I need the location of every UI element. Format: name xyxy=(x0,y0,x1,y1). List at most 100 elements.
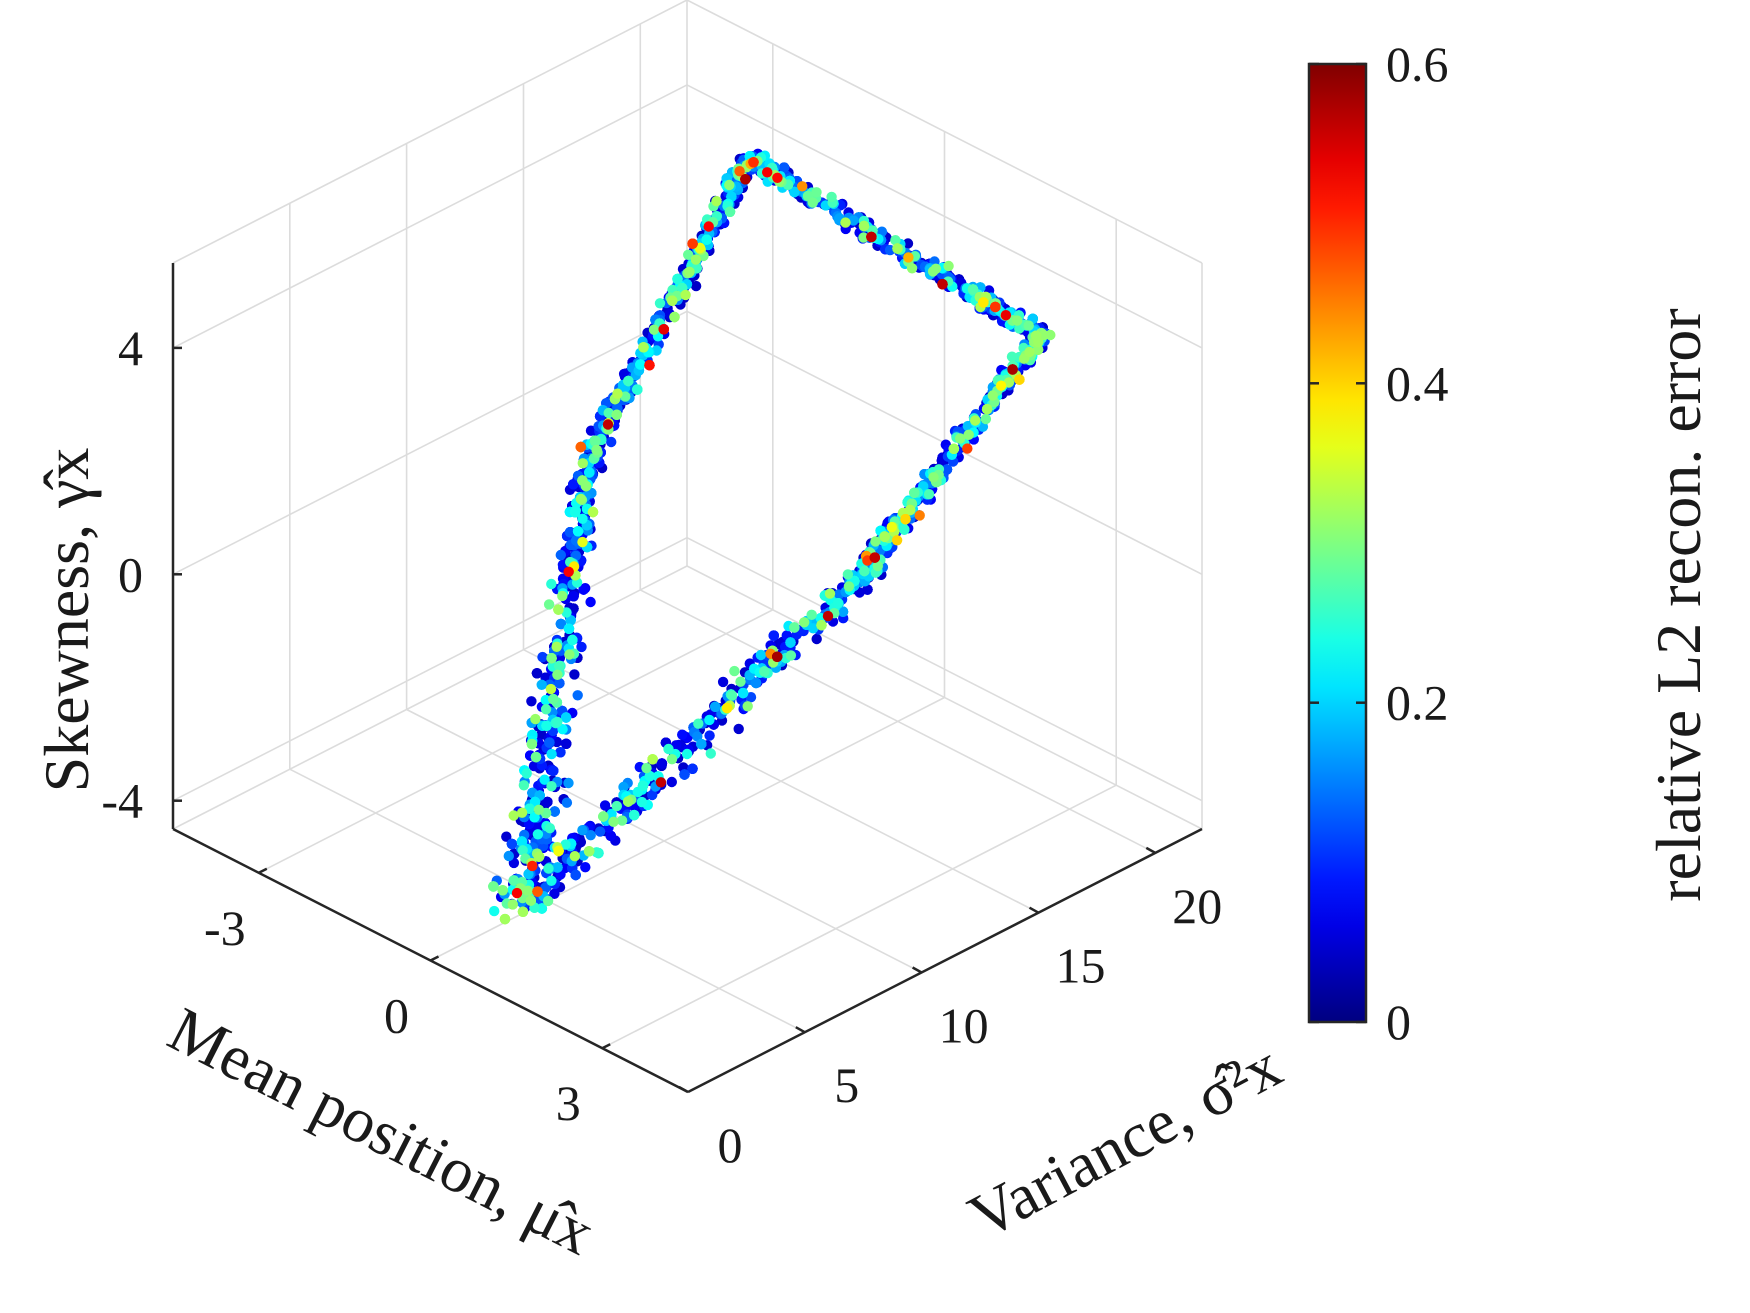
scatter-point xyxy=(536,679,547,690)
scatter-point xyxy=(768,630,779,641)
scatter-point xyxy=(742,701,753,712)
scatter-point xyxy=(546,781,557,792)
scatter-point xyxy=(1006,351,1018,362)
scatter-point xyxy=(508,810,519,821)
scatter-point xyxy=(507,899,518,910)
scatter-point xyxy=(684,266,695,278)
scatter-point xyxy=(740,174,751,185)
scatter-point xyxy=(735,676,746,687)
scatter-point xyxy=(546,578,557,590)
scatter-point xyxy=(521,768,532,779)
scatter-point xyxy=(537,651,548,663)
scatter-point xyxy=(638,342,649,353)
scatter-point xyxy=(557,590,568,602)
scatter-point xyxy=(672,273,683,285)
scatter-point xyxy=(647,789,658,801)
grid-line xyxy=(430,696,945,962)
scatter-point xyxy=(679,769,690,780)
scatter-point xyxy=(872,560,883,572)
scatter-point xyxy=(551,641,562,652)
axis-layer xyxy=(171,263,1203,1094)
scatter-point xyxy=(523,868,534,880)
scatter-point xyxy=(862,584,873,595)
scatter-point xyxy=(585,596,596,608)
scatter-point xyxy=(544,823,556,834)
scatter-point xyxy=(690,280,702,292)
scatter-point xyxy=(530,713,541,725)
scatter-point xyxy=(552,862,563,873)
scatter-point xyxy=(575,493,587,505)
scatter-point xyxy=(636,796,648,808)
z-axis-label: Skewness, γ̂x xyxy=(31,448,102,793)
scatter-point xyxy=(578,584,589,595)
scatter-point xyxy=(553,604,564,615)
y-tick-label: 0 xyxy=(718,1117,743,1173)
scatter-point xyxy=(906,263,918,274)
scatter-point xyxy=(511,887,523,899)
x-tick-label: 0 xyxy=(384,988,409,1044)
scatter-point xyxy=(598,811,609,822)
scatter-point xyxy=(569,851,580,862)
scatter-point xyxy=(666,776,677,788)
scatter-point xyxy=(618,781,629,793)
scatter-point xyxy=(561,797,573,808)
scatter-point xyxy=(549,806,560,817)
scatter-point xyxy=(552,716,563,728)
scatter-point xyxy=(563,623,575,634)
scatter-point xyxy=(807,197,818,208)
scatter-point xyxy=(859,565,870,577)
scatter-point xyxy=(808,623,819,634)
scatter-point xyxy=(568,591,579,602)
scatter-point xyxy=(542,895,554,907)
scatter-point xyxy=(824,588,836,599)
scatter-point xyxy=(518,780,530,791)
colorbar-tick-label: 0.2 xyxy=(1386,675,1449,731)
grid-line xyxy=(686,565,1203,830)
grid-layer xyxy=(172,0,1203,1093)
scatter-point xyxy=(710,701,721,712)
scatter-point xyxy=(806,609,817,620)
scatter-point xyxy=(870,536,881,547)
scatter-point xyxy=(717,676,729,688)
scatter-point xyxy=(590,435,601,446)
y-tick xyxy=(678,1085,689,1094)
grid-line xyxy=(172,536,688,802)
scatter-point xyxy=(970,415,981,426)
scatter-point xyxy=(1032,344,1044,355)
scatter-point xyxy=(1000,310,1012,321)
colorbar: 0 0.2 0.4 0.6 xyxy=(1307,36,1449,1050)
scatter-point xyxy=(577,825,588,836)
scatter-point xyxy=(711,196,722,207)
colorbar-tick-label: 0.4 xyxy=(1386,355,1449,411)
scatter-point xyxy=(748,157,759,168)
scatter-point xyxy=(540,882,551,893)
scatter-point xyxy=(564,527,576,538)
scatter-point xyxy=(629,809,640,821)
scatter-point xyxy=(981,404,993,415)
scatter-point xyxy=(869,552,880,563)
scatter-point xyxy=(563,777,574,789)
scatter-point xyxy=(599,800,611,811)
scatter-point xyxy=(501,831,512,842)
scatter-point xyxy=(584,467,595,478)
scatter-point xyxy=(923,489,935,500)
scatter-point xyxy=(530,751,542,763)
scatter-point xyxy=(525,895,536,906)
scatter-point xyxy=(811,187,822,198)
scatter-point xyxy=(789,186,800,198)
scatter-point xyxy=(677,729,688,740)
scatter-point xyxy=(611,800,622,812)
grid-line xyxy=(686,84,1203,349)
scatter-point xyxy=(1007,364,1018,375)
scatter-point xyxy=(890,235,901,246)
scatter-point xyxy=(516,836,528,847)
scatter-point xyxy=(656,758,668,769)
scatter-point xyxy=(647,754,658,765)
scatter-point xyxy=(543,599,555,610)
y-tick-label: 5 xyxy=(834,1057,859,1113)
scatter-point xyxy=(866,231,877,243)
grid-line xyxy=(686,0,1203,264)
x-tick xyxy=(429,955,440,962)
scatter-point xyxy=(737,687,749,699)
